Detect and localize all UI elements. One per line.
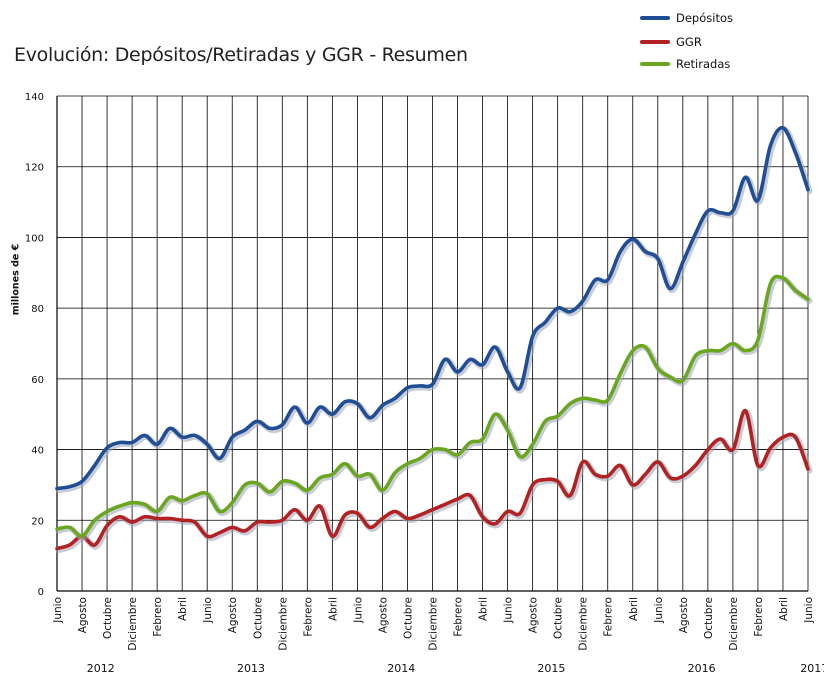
x-tick-label: Agosto [528, 597, 540, 633]
y-tick-label: 80 [31, 304, 44, 315]
year-label: 2014 [387, 662, 415, 675]
x-tick-label: Diciembre [578, 597, 590, 651]
y-tick-label: 20 [31, 516, 44, 527]
x-tick-label: Febrero [753, 597, 765, 637]
x-tick-label: Agosto [77, 597, 89, 633]
x-tick-label: Diciembre [277, 597, 289, 651]
legend-label-ggr: GGR [676, 35, 702, 49]
x-tick-label: Octubre [402, 597, 414, 639]
x-tick-label: Junio [803, 597, 815, 624]
y-tick-label: 120 [25, 163, 44, 174]
x-tick-label: Diciembre [728, 597, 740, 651]
x-tick-labels: Junio Agosto Octubre Diciembre Febrero Abril J… [52, 597, 815, 651]
series-line-depsitos [55, 125, 810, 491]
x-tick-label: Junio [653, 597, 665, 624]
series-lines [55, 125, 813, 554]
legend-item-depositos: Depósitos [640, 8, 733, 28]
x-tick-label: Octubre [252, 597, 264, 639]
x-tick-label: Agosto [227, 597, 239, 633]
legend-swatch-ggr [640, 40, 670, 44]
x-tick-label: Agosto [678, 597, 690, 633]
x-tick-label: Junio [352, 597, 364, 624]
y-tick-label: 60 [31, 375, 44, 386]
legend-item-ggr: GGR [640, 32, 702, 52]
x-tick-label: Agosto [377, 597, 389, 633]
y-tick-label: 40 [31, 446, 44, 457]
series-line-ggr [55, 408, 810, 551]
year-label: 2015 [537, 662, 565, 675]
x-tick-label: Abril [478, 597, 490, 621]
legend-swatch-retiradas [640, 62, 670, 66]
year-label: 2016 [688, 662, 716, 675]
year-label: 2017 [800, 662, 824, 675]
x-tick-label: Febrero [453, 597, 465, 637]
x-tick-label: Abril [628, 597, 640, 621]
y-tick-labels: 0 20 40 60 80 100 120 140 [25, 92, 44, 598]
x-tick-label: Junio [52, 597, 64, 624]
series-shadow-depsitos [55, 126, 813, 493]
legend-item-retiradas: Retiradas [640, 54, 730, 74]
year-label: 2012 [87, 662, 115, 675]
y-tick-label: 140 [25, 92, 44, 103]
year-label: 2013 [237, 662, 265, 675]
x-tick-label: Febrero [152, 597, 164, 637]
legend-label-depositos: Depósitos [676, 11, 733, 25]
series-shadow-retiradas [55, 274, 813, 541]
x-tick-label: Junio [202, 597, 214, 624]
x-tick-label: Diciembre [127, 597, 139, 651]
axes [56, 96, 808, 592]
year-labels: 2012 2013 2014 2015 2016 2017 [87, 662, 824, 675]
legend-swatch-depositos [640, 16, 670, 20]
y-tick-label: 0 [38, 587, 44, 598]
chart-title: Evolución: Depósitos/Retiradas y GGR - R… [14, 44, 468, 66]
x-tick-label: Abril [177, 597, 189, 621]
series-line-retiradas [55, 274, 810, 539]
x-tick-label: Octubre [102, 597, 114, 639]
x-tick-label: Febrero [603, 597, 615, 637]
x-tick-label: Abril [327, 597, 339, 621]
x-tick-label: Octubre [703, 597, 715, 639]
legend-label-retiradas: Retiradas [676, 57, 731, 71]
x-tick-label: Junio [503, 597, 515, 624]
x-tick-label: Diciembre [428, 597, 440, 651]
x-tick-label: Abril [778, 597, 790, 621]
x-tick-label: Octubre [553, 597, 565, 639]
x-tick-label: Febrero [302, 597, 314, 637]
y-tick-label: 100 [25, 233, 44, 244]
